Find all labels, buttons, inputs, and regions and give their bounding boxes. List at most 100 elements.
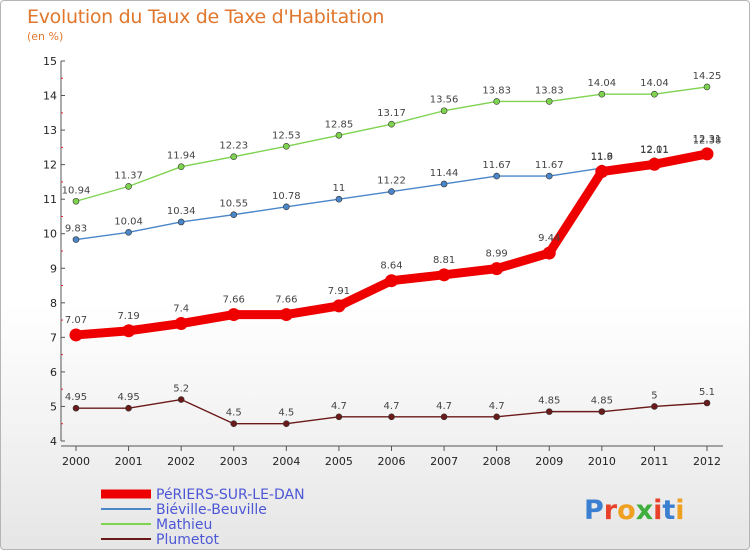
data-point-p-riers-sur-le-dan xyxy=(279,308,293,322)
data-point-bi-ville-beuville xyxy=(545,172,553,180)
y-tick-label: 13 xyxy=(43,124,57,137)
x-tick-label: 2008 xyxy=(483,455,511,468)
data-label-mathieu: 12.23 xyxy=(219,141,248,152)
x-tick-label: 2012 xyxy=(693,455,721,468)
data-label-p-riers-sur-le-dan: 7.66 xyxy=(275,295,297,306)
data-label-plumetot: 5 xyxy=(651,390,657,401)
data-label-p-riers-sur-le-dan: 7.4 xyxy=(173,304,189,315)
x-tick-label: 2002 xyxy=(167,455,195,468)
data-label-bi-ville-beuville: 12.11 xyxy=(640,145,669,156)
data-label-mathieu: 14.04 xyxy=(588,78,617,89)
data-label-bi-ville-beuville: 11.22 xyxy=(377,176,406,187)
data-label-mathieu: 13.83 xyxy=(482,85,511,96)
data-point-p-riers-sur-le-dan xyxy=(700,147,714,161)
data-point-bi-ville-beuville xyxy=(72,236,80,243)
y-tick-label: 8 xyxy=(50,297,57,310)
data-label-p-riers-sur-le-dan: 11.8 xyxy=(591,152,613,163)
chart-title: Evolution du Taux de Taxe d'Habitation xyxy=(27,6,385,28)
x-tick-label: 2007 xyxy=(430,455,458,468)
data-point-bi-ville-beuville xyxy=(230,211,238,219)
data-label-mathieu: 11.94 xyxy=(167,151,196,162)
data-point-mathieu xyxy=(230,153,238,160)
y-tick-label: 15 xyxy=(43,55,57,68)
x-tick-label: 2004 xyxy=(272,455,300,468)
x-tick-label: 2011 xyxy=(640,455,668,468)
data-point-mathieu xyxy=(177,163,185,171)
data-point-plumetot xyxy=(283,420,290,428)
data-label-mathieu: 13.83 xyxy=(535,85,564,96)
data-label-mathieu: 14.04 xyxy=(640,78,669,89)
data-label-plumetot: 4.5 xyxy=(278,408,294,419)
data-label-plumetot: 5.1 xyxy=(699,387,715,398)
data-point-bi-ville-beuville xyxy=(388,188,395,195)
data-point-bi-ville-beuville xyxy=(283,203,290,211)
y-tick-label: 6 xyxy=(50,366,57,379)
data-label-bi-ville-beuville: 10.04 xyxy=(114,216,143,227)
y-tick-label: 11 xyxy=(43,193,57,206)
data-label-p-riers-sur-le-dan: 12.31 xyxy=(693,134,722,145)
data-point-bi-ville-beuville xyxy=(177,218,185,226)
data-point-p-riers-sur-le-dan xyxy=(332,299,346,313)
y-tick-label: 4 xyxy=(50,435,57,448)
data-point-p-riers-sur-le-dan xyxy=(385,274,398,288)
data-label-mathieu: 12.85 xyxy=(325,119,354,130)
series-line-bi-ville-beuville xyxy=(75,150,708,241)
data-point-mathieu xyxy=(125,183,132,190)
x-tick-label: 2000 xyxy=(62,455,90,468)
data-point-plumetot xyxy=(177,396,185,403)
legend-label: PéRIERS-SUR-LE-DAN xyxy=(156,487,305,503)
data-point-p-riers-sur-le-dan xyxy=(647,157,661,171)
data-point-bi-ville-beuville xyxy=(125,229,132,236)
data-label-p-riers-sur-le-dan: 7.66 xyxy=(223,295,245,306)
data-label-bi-ville-beuville: 11 xyxy=(333,183,346,194)
data-point-p-riers-sur-le-dan xyxy=(542,246,556,260)
data-label-p-riers-sur-le-dan: 7.19 xyxy=(117,311,139,322)
y-tick-label: 12 xyxy=(43,159,57,172)
data-label-plumetot: 4.7 xyxy=(384,401,400,412)
data-label-p-riers-sur-le-dan: 7.07 xyxy=(65,315,87,326)
data-label-mathieu: 14.25 xyxy=(693,71,722,82)
data-label-bi-ville-beuville: 11.67 xyxy=(482,160,511,171)
data-label-p-riers-sur-le-dan: 12.01 xyxy=(640,144,669,155)
data-label-bi-ville-beuville: 11.67 xyxy=(535,160,564,171)
x-tick-label: 2010 xyxy=(588,455,616,468)
y-tick-label: 7 xyxy=(50,331,57,344)
data-point-mathieu xyxy=(335,131,343,139)
data-point-mathieu xyxy=(651,90,658,98)
data-point-plumetot xyxy=(388,413,395,421)
data-label-mathieu: 13.56 xyxy=(430,95,459,106)
data-label-bi-ville-beuville: 9.83 xyxy=(65,224,87,235)
chart-subtitle: (en %) xyxy=(27,30,64,43)
data-point-p-riers-sur-le-dan xyxy=(490,262,504,276)
legend-label: Plumetot xyxy=(156,532,220,548)
data-label-plumetot: 4.85 xyxy=(538,396,560,407)
data-point-bi-ville-beuville xyxy=(440,180,448,188)
data-point-mathieu xyxy=(388,120,395,128)
data-point-p-riers-sur-le-dan xyxy=(122,324,136,338)
data-label-mathieu: 11.37 xyxy=(114,170,143,181)
data-label-p-riers-sur-le-dan: 8.81 xyxy=(433,255,455,266)
data-point-p-riers-sur-le-dan xyxy=(227,308,241,322)
data-point-plumetot xyxy=(651,403,658,410)
data-point-bi-ville-beuville xyxy=(335,195,343,203)
data-label-plumetot: 4.7 xyxy=(331,401,347,412)
data-label-bi-ville-beuville: 12.38 xyxy=(693,136,722,147)
data-label-plumetot: 4.85 xyxy=(591,396,613,407)
data-point-p-riers-sur-le-dan xyxy=(174,317,188,331)
data-point-mathieu xyxy=(72,197,80,205)
data-label-bi-ville-beuville: 10.55 xyxy=(219,199,248,210)
data-point-plumetot xyxy=(230,420,238,428)
data-point-mathieu xyxy=(598,90,606,98)
y-tick-label: 14 xyxy=(43,90,57,103)
y-tick-label: 9 xyxy=(50,262,57,275)
x-tick-label: 2003 xyxy=(220,455,248,468)
legend-label: Mathieu xyxy=(156,517,212,533)
x-tick-label: 2009 xyxy=(535,455,563,468)
data-point-plumetot xyxy=(493,413,500,421)
data-label-bi-ville-beuville: 11.44 xyxy=(430,168,459,179)
data-label-bi-ville-beuville: 10.34 xyxy=(167,206,196,217)
data-label-bi-ville-beuville: 11.9 xyxy=(591,152,613,163)
data-label-plumetot: 4.5 xyxy=(226,408,242,419)
